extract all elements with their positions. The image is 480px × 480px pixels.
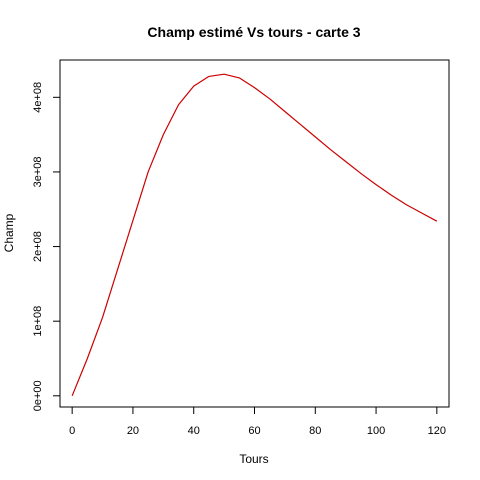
- y-tick-label: 3e+08: [32, 156, 44, 187]
- y-tick-label: 1e+08: [32, 306, 44, 337]
- y-axis-label: Champ: [2, 213, 16, 252]
- y-tick-label: 2e+08: [32, 231, 44, 262]
- y-tick-label: 0e+00: [32, 380, 44, 411]
- x-tick-label: 120: [428, 425, 446, 437]
- y-tick-label: 4e+08: [32, 82, 44, 113]
- x-tick-label: 100: [367, 425, 385, 437]
- series-layer: [71, 73, 438, 397]
- x-axis-label: Tours: [239, 452, 268, 466]
- x-axis: 0 20 40 60 80 100 120: [69, 406, 446, 437]
- x-tick-label: 20: [127, 425, 139, 437]
- x-tick-label: 40: [188, 425, 200, 437]
- x-tick-label: 60: [248, 425, 260, 437]
- x-tick-label: 80: [309, 425, 321, 437]
- chart-title: Champ estimé Vs tours - carte 3: [147, 24, 360, 40]
- series-line: [71, 73, 438, 397]
- y-axis: 0e+00 1e+08 2e+08 3e+08 4e+08: [32, 82, 61, 411]
- x-tick-label: 0: [69, 425, 75, 437]
